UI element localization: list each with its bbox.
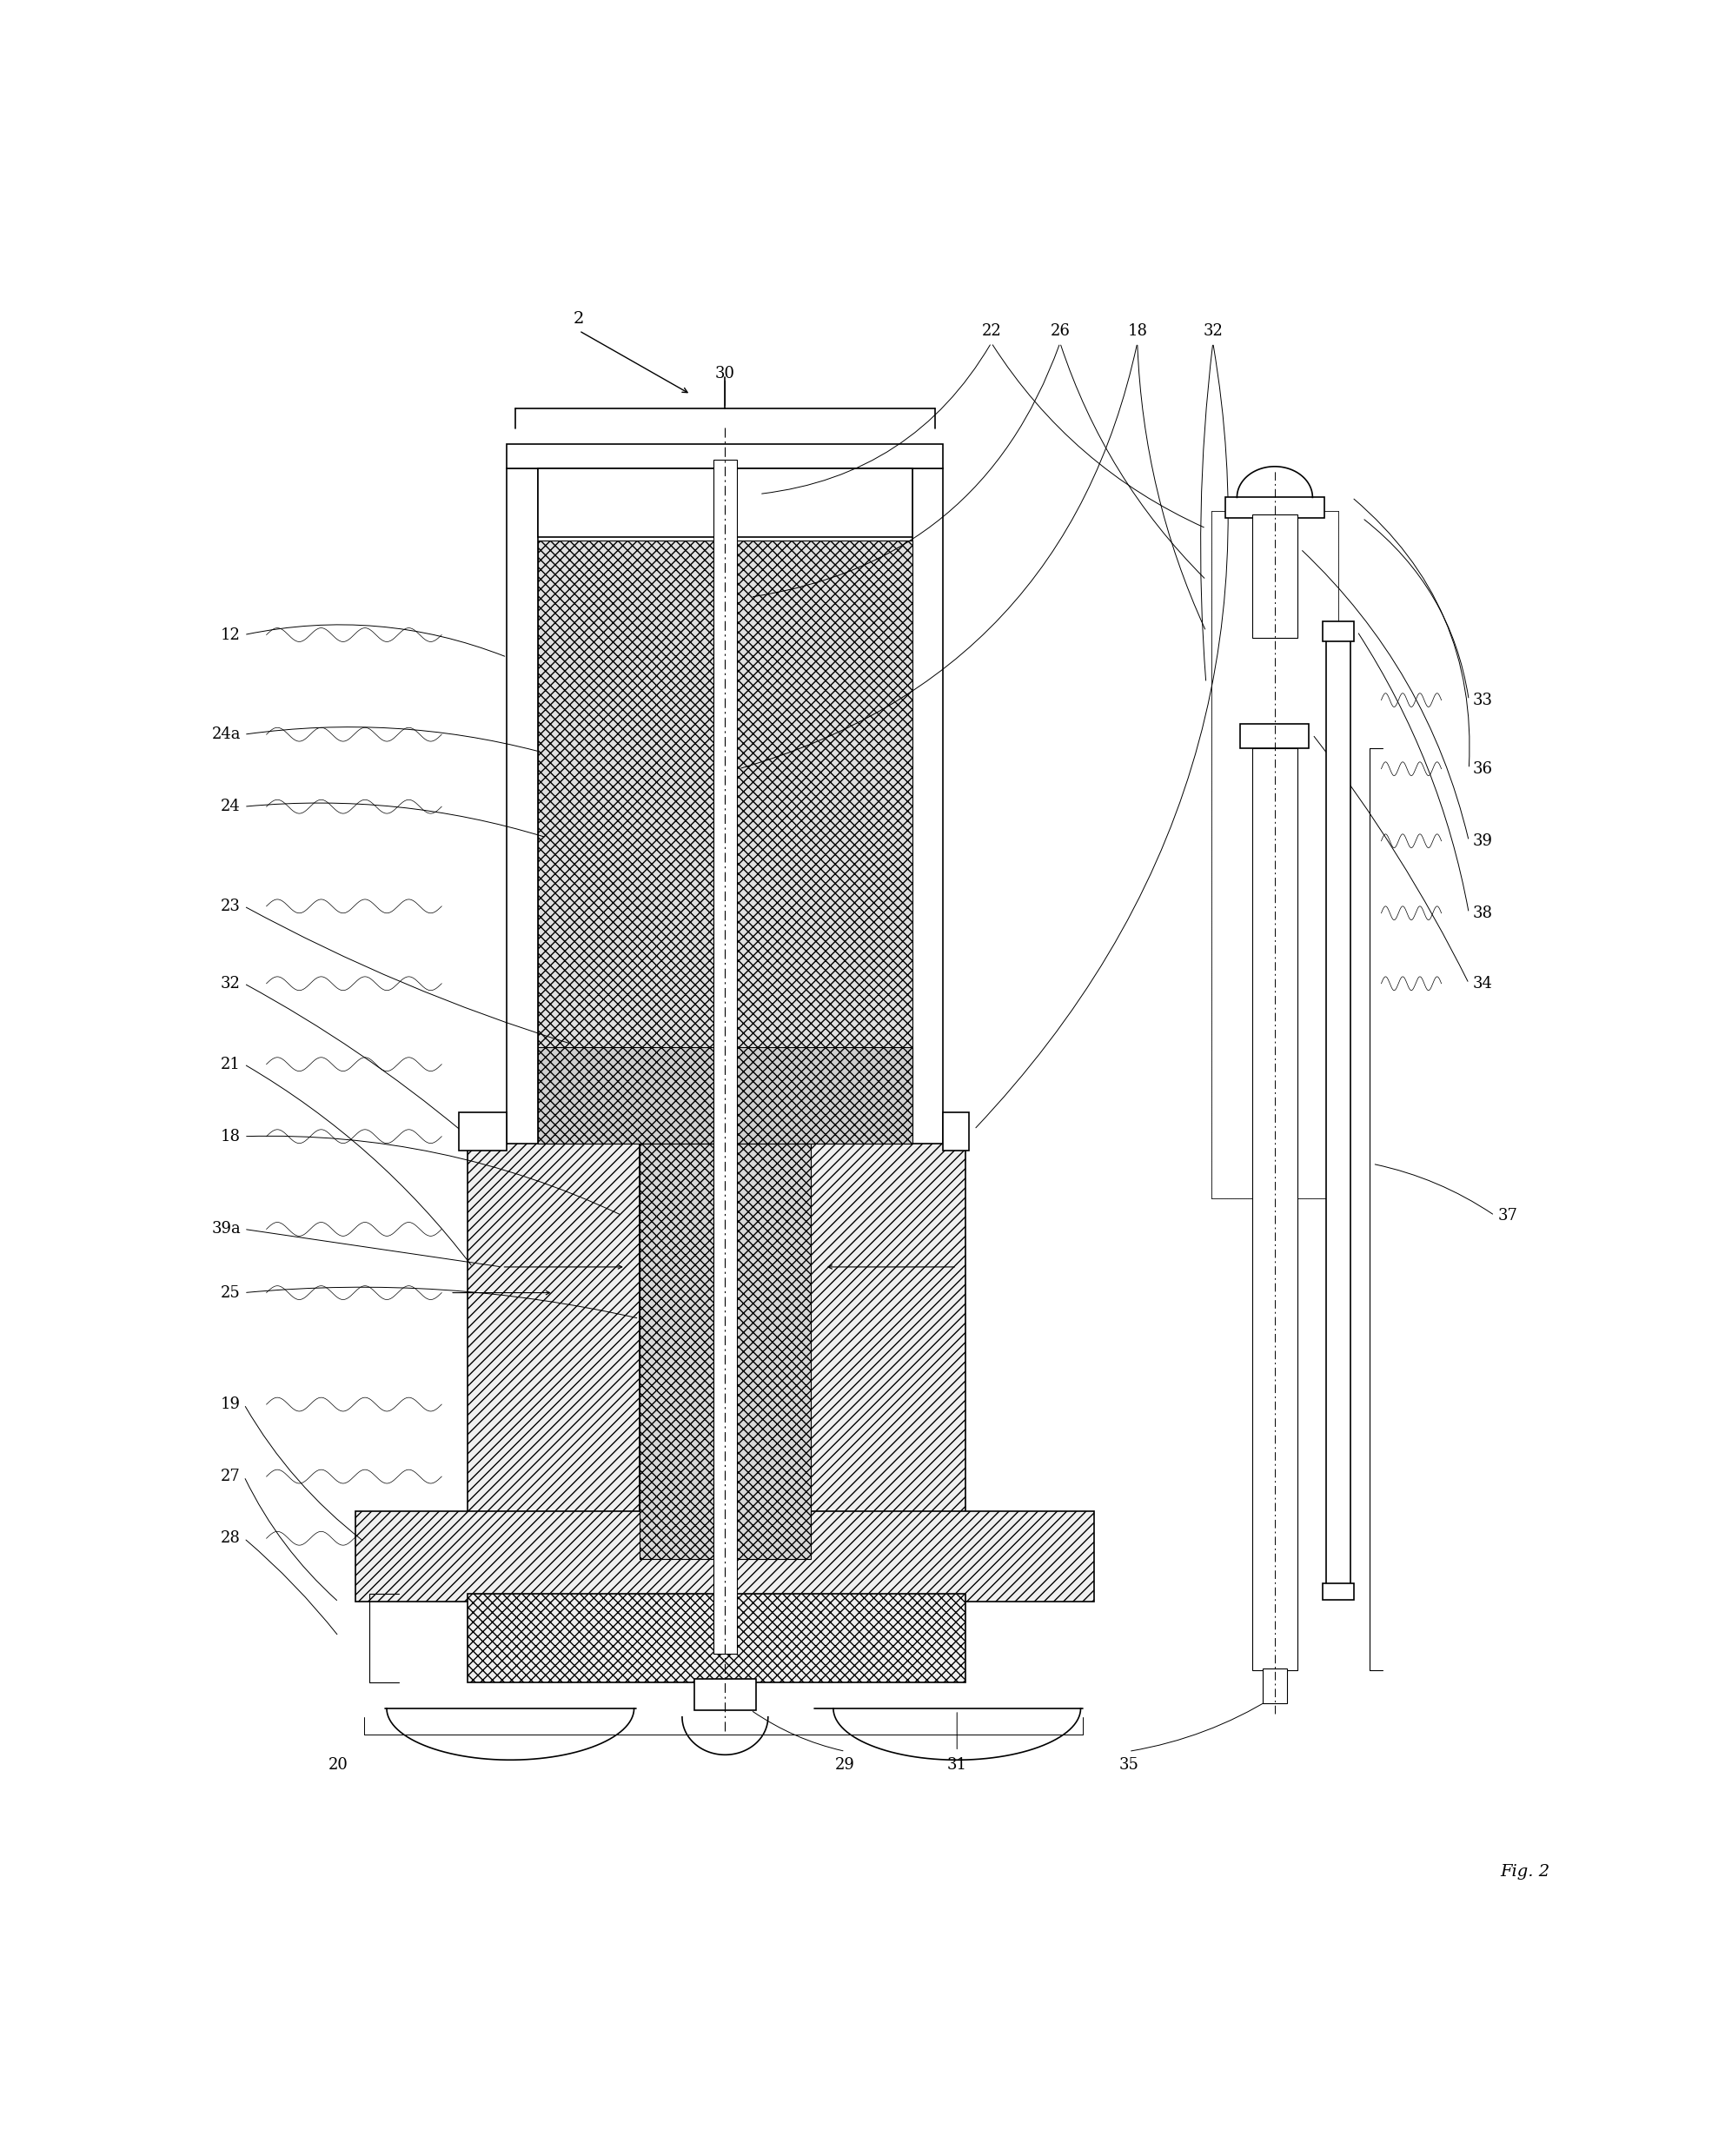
Text: 2: 2 <box>574 310 585 326</box>
Text: 35: 35 <box>1120 1757 1139 1772</box>
Bar <box>640 1143 811 1559</box>
Text: 22: 22 <box>982 323 1000 338</box>
Bar <box>459 1112 507 1149</box>
Text: 39: 39 <box>1473 832 1492 849</box>
Text: 36: 36 <box>1473 761 1492 776</box>
Text: 12: 12 <box>221 627 242 642</box>
Text: 39a: 39a <box>212 1220 242 1238</box>
Text: 37: 37 <box>1497 1207 1518 1222</box>
Bar <box>1225 498 1325 517</box>
Bar <box>1211 511 1339 1199</box>
Text: 33: 33 <box>1473 692 1492 707</box>
Text: 20: 20 <box>329 1757 348 1772</box>
Bar <box>355 1511 1094 1602</box>
Text: 29: 29 <box>835 1757 856 1772</box>
Bar <box>1323 1583 1354 1600</box>
Text: 21: 21 <box>221 1056 242 1072</box>
Bar <box>467 1593 966 1682</box>
Text: 26: 26 <box>1051 323 1070 338</box>
Text: 27: 27 <box>221 1468 242 1483</box>
Bar <box>811 1143 966 1516</box>
Text: 32: 32 <box>1202 323 1223 338</box>
Bar <box>714 541 735 1130</box>
Text: 23: 23 <box>221 899 242 914</box>
Bar <box>507 468 538 1147</box>
Text: 32: 32 <box>221 977 242 992</box>
Text: Fig. 2: Fig. 2 <box>1501 1863 1549 1880</box>
Text: 24: 24 <box>221 798 242 815</box>
Bar <box>467 1143 640 1516</box>
Text: 31: 31 <box>947 1757 968 1772</box>
Bar <box>1211 511 1339 1199</box>
Bar <box>538 468 913 537</box>
Bar <box>712 459 737 1654</box>
Bar <box>1323 621 1354 642</box>
Bar <box>507 444 944 468</box>
Text: 18: 18 <box>221 1128 242 1145</box>
Bar <box>1252 515 1297 638</box>
Bar <box>538 1048 913 1143</box>
Bar <box>913 468 944 1147</box>
Bar <box>538 541 714 1130</box>
Bar <box>1263 1669 1287 1703</box>
Bar <box>1252 748 1297 1671</box>
Text: 18: 18 <box>1128 323 1147 338</box>
Text: 25: 25 <box>221 1285 242 1300</box>
Bar <box>1327 638 1351 1593</box>
Bar <box>693 1680 756 1710</box>
Text: 24a: 24a <box>212 727 242 742</box>
Bar <box>735 541 913 1130</box>
Text: 28: 28 <box>221 1531 242 1546</box>
Bar <box>1211 511 1339 1199</box>
Bar <box>1240 724 1309 748</box>
Text: 38: 38 <box>1473 906 1492 921</box>
Text: 30: 30 <box>716 367 735 382</box>
Bar <box>944 1112 969 1149</box>
Text: 19: 19 <box>221 1397 242 1412</box>
Text: 34: 34 <box>1473 977 1492 992</box>
